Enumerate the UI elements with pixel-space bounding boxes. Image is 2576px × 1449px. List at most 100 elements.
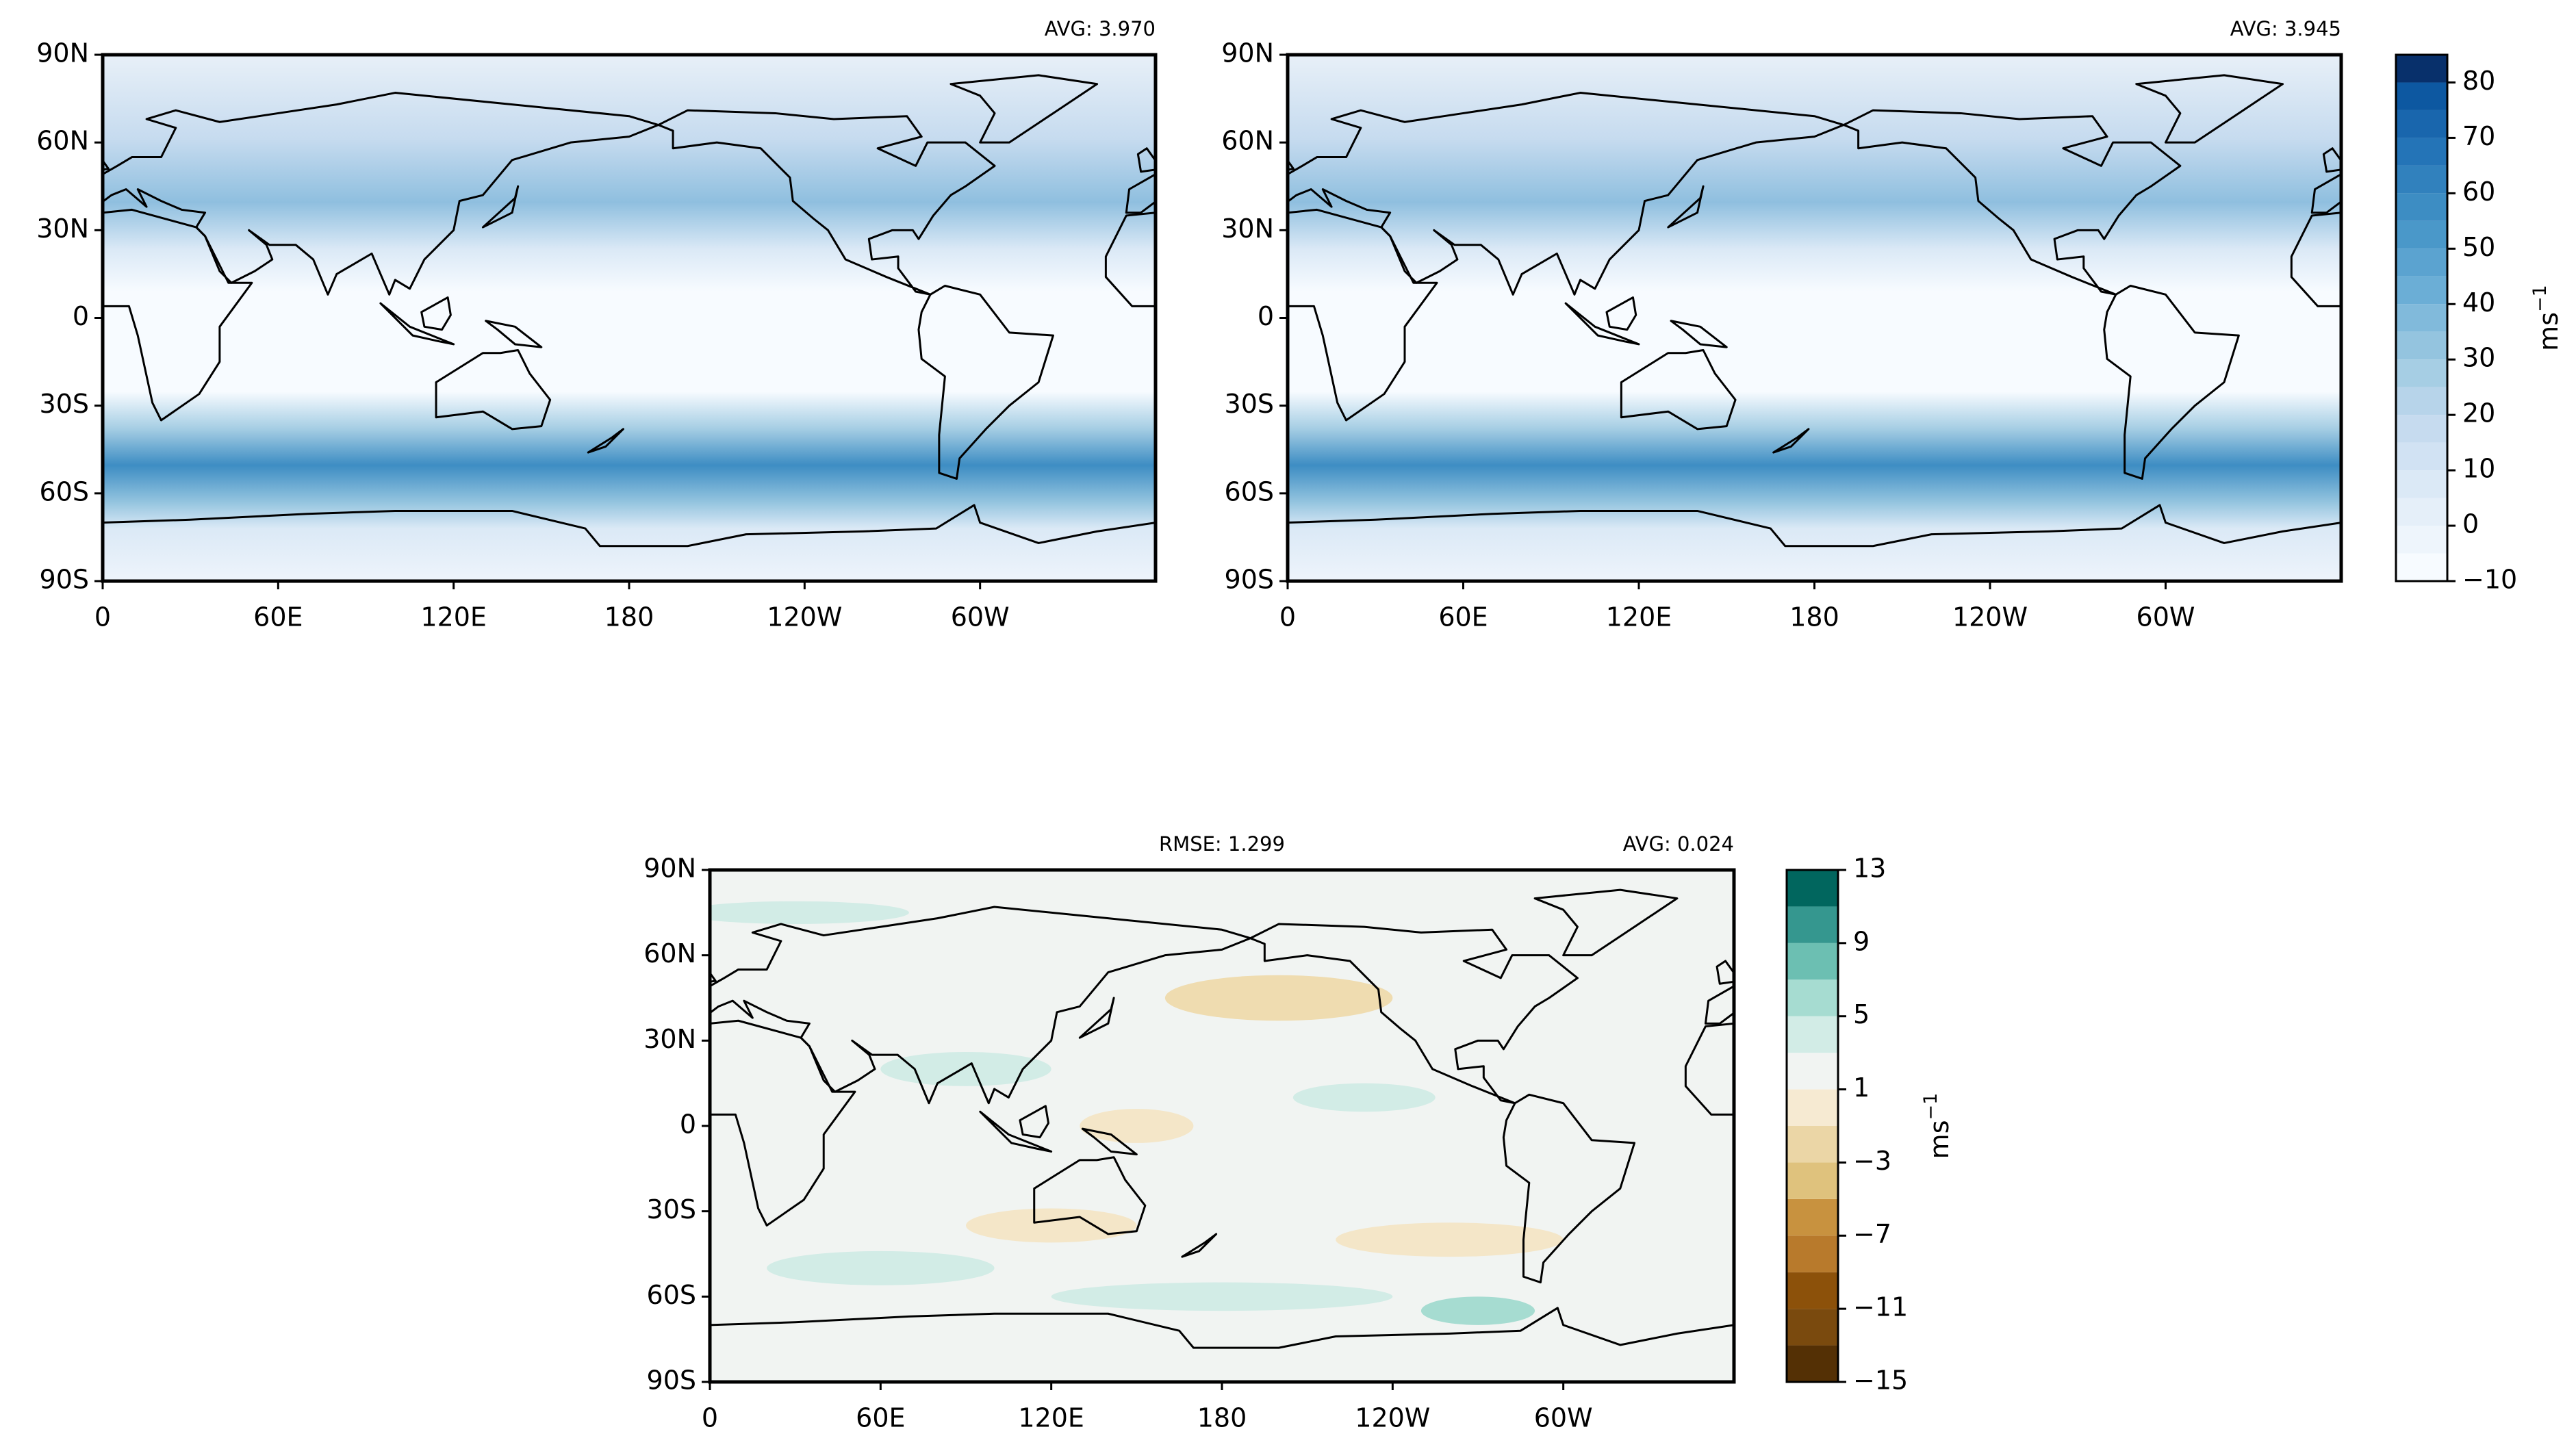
coastline xyxy=(103,208,253,422)
colorbar-band xyxy=(2396,165,2447,194)
field-blob xyxy=(1292,1083,1436,1112)
colorbar-tick-label: −10 xyxy=(2462,565,2517,595)
avg-label: AVG: 3.945 xyxy=(2230,17,2341,40)
map-area xyxy=(710,870,2576,1382)
y-tick-label: 90S xyxy=(647,1365,696,1396)
x-tick-label: 120E xyxy=(1018,1403,1084,1433)
colorbar-band xyxy=(2396,220,2447,249)
x-tick-label: 120W xyxy=(1355,1403,1430,1433)
unit-exponent: −1 xyxy=(2529,285,2551,312)
colorbar-unit: ms−1 xyxy=(2529,285,2564,351)
colorbar-band xyxy=(2396,304,2447,332)
unit-base: ms xyxy=(2534,312,2564,351)
colorbar-tick-label: −3 xyxy=(1853,1146,1891,1176)
colorbar-band xyxy=(2396,193,2447,221)
colorbar-band xyxy=(1787,1126,1838,1163)
colorbar-tick-label: 40 xyxy=(2462,287,2495,318)
x-tick-label: 180 xyxy=(1197,1403,1247,1433)
x-tick-label: 60W xyxy=(2137,602,2195,632)
colorbar-band xyxy=(1787,1162,1838,1199)
colorbar-band xyxy=(1787,870,1838,907)
colorbar-tick-label: −15 xyxy=(1853,1365,1908,1396)
colorbar-band xyxy=(1787,1016,1838,1053)
field-blob xyxy=(1420,1296,1535,1325)
colorbar-band xyxy=(1787,1235,1838,1272)
coastline xyxy=(481,185,520,229)
unit-base: ms xyxy=(1924,1120,1954,1159)
y-tick-label: 60N xyxy=(1221,126,1274,156)
y-tick-label: 60S xyxy=(647,1280,696,1310)
colorbar-band xyxy=(1787,943,1838,980)
unit-exponent: −1 xyxy=(1920,1093,1941,1120)
field-blob xyxy=(966,1208,1137,1243)
coastline xyxy=(2135,74,2284,144)
coastline xyxy=(2104,998,2138,1038)
colorbar-band xyxy=(1787,979,1838,1016)
coastline xyxy=(1081,1127,1138,1156)
field-blob xyxy=(880,1051,1051,1086)
colorbar-tick-label: 1 xyxy=(1853,1073,1870,1103)
coastline xyxy=(103,504,1156,581)
colorbar-tick-label: 9 xyxy=(1853,926,1870,956)
colorbar-tick-label: −7 xyxy=(1853,1219,1891,1249)
x-tick-label: 120E xyxy=(420,602,487,632)
x-tick-label: 120E xyxy=(1606,602,1672,632)
field-blob xyxy=(1080,1109,1194,1143)
colorbar-frame xyxy=(2395,53,2449,582)
coastline xyxy=(1019,1105,1050,1139)
y-tick-label: 0 xyxy=(680,1110,696,1140)
rmse-label: RMSE: 1.299 xyxy=(1159,832,1285,856)
colorbar-band xyxy=(2396,248,2447,277)
x-tick-label: 60E xyxy=(253,602,303,632)
x-tick-label: 60W xyxy=(951,602,1010,632)
colorbar-band xyxy=(2396,553,2447,581)
coastline xyxy=(1772,428,1810,454)
coastline xyxy=(1033,1156,1147,1235)
coastline xyxy=(1181,1233,1218,1258)
map-area xyxy=(1288,55,2341,581)
colorbar-tick-label: 20 xyxy=(2462,398,2495,428)
coastline xyxy=(710,906,1252,1105)
coastline xyxy=(2559,890,2576,956)
colorbar-band xyxy=(2396,387,2447,415)
x-tick-label: 60E xyxy=(856,1403,905,1433)
coastline xyxy=(1249,923,1579,1105)
y-tick-label: 60N xyxy=(643,938,696,969)
colorbar-tick-label: 0 xyxy=(2462,509,2479,539)
x-tick-label: 180 xyxy=(1789,602,1839,632)
x-tick-label: 0 xyxy=(1279,602,1296,632)
colorbar-band xyxy=(1787,1309,1838,1346)
colorbar-tick-label: 80 xyxy=(2462,66,2495,96)
avg-label: AVG: 0.024 xyxy=(1623,832,1734,856)
coastline xyxy=(379,302,455,346)
coastline xyxy=(949,74,1099,144)
y-tick-label: 30N xyxy=(36,214,89,244)
coastline xyxy=(587,428,624,454)
coastline xyxy=(2103,285,2240,480)
coastline xyxy=(2275,924,2576,1103)
coastline xyxy=(979,1110,1053,1153)
coastline xyxy=(1620,348,1737,431)
y-tick-label: 60S xyxy=(1225,476,1274,506)
field-blob xyxy=(767,1251,995,1285)
y-tick-label: 30S xyxy=(40,389,89,419)
coastline xyxy=(657,109,996,296)
coastline xyxy=(103,92,660,296)
colorbar-band xyxy=(2396,498,2447,526)
coastline xyxy=(420,296,452,331)
coastline xyxy=(2058,1157,2169,1234)
colorbar-band xyxy=(2396,470,2447,498)
colorbar-tick-label: 30 xyxy=(2462,343,2495,373)
y-tick-label: 90N xyxy=(1221,38,1274,68)
coastline xyxy=(710,1307,1734,1382)
coastline xyxy=(1288,504,2341,581)
colorbar-unit: ms−1 xyxy=(1920,1093,1954,1159)
coastline xyxy=(2340,522,2341,581)
coastline xyxy=(1502,1093,1636,1284)
colorbar-band xyxy=(1787,906,1838,943)
colorbar-band xyxy=(2396,526,2447,554)
coastline xyxy=(2206,1234,2241,1257)
coastline xyxy=(710,1019,856,1227)
y-tick-label: 30N xyxy=(1221,214,1274,244)
colorbar-band xyxy=(2396,415,2447,443)
